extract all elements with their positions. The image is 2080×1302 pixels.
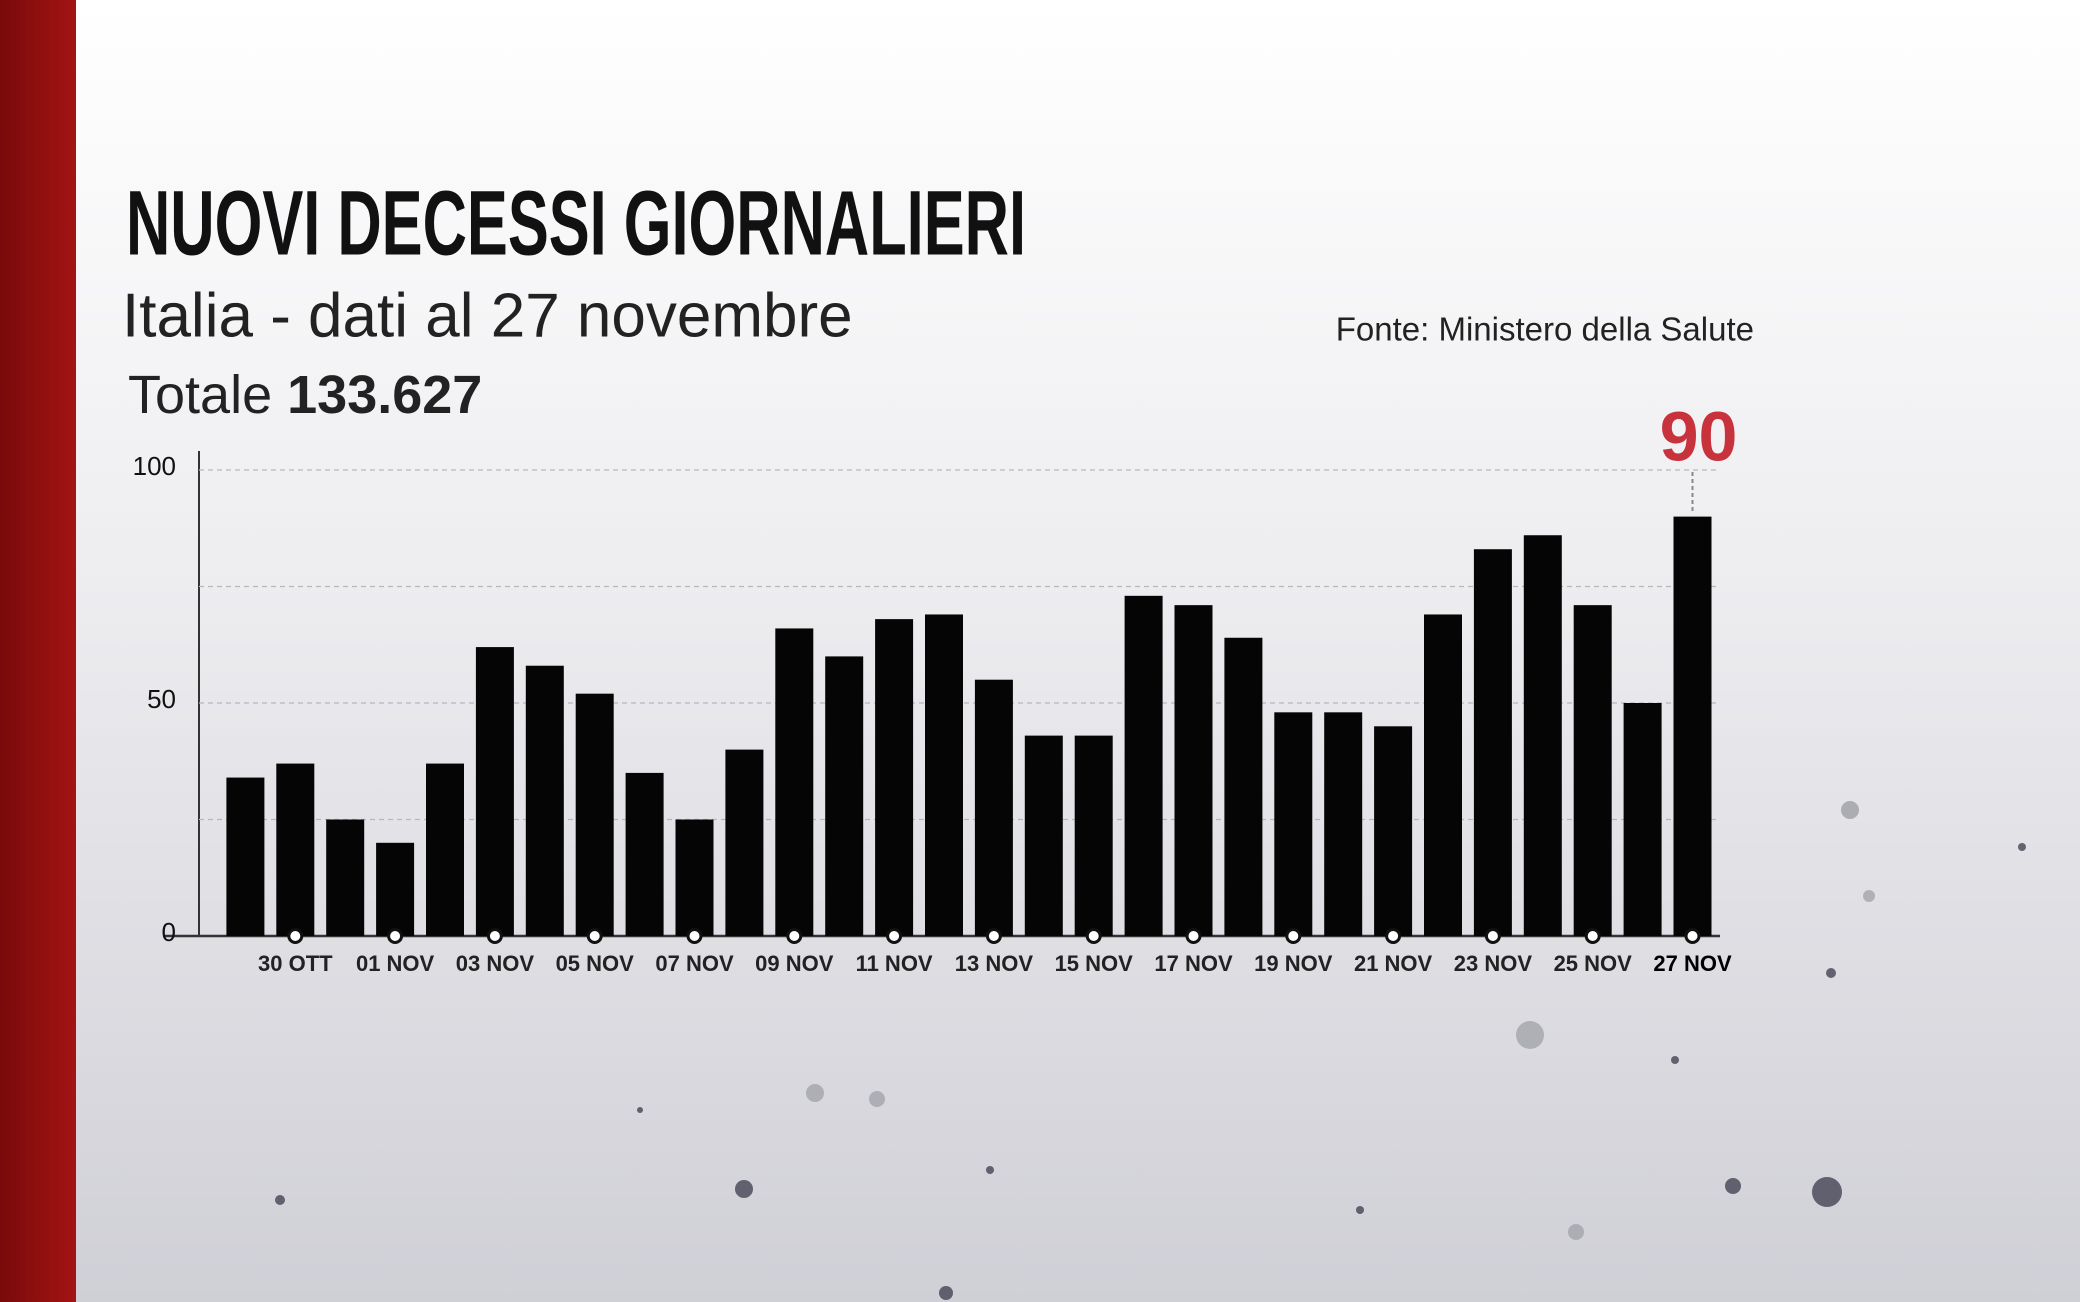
x-tick-label: 15 NOV <box>1055 951 1134 976</box>
x-tick-label: 30 OTT <box>258 951 333 976</box>
x-tick-label: 01 NOV <box>356 951 435 976</box>
side-stripe <box>0 0 76 1302</box>
bar <box>226 777 265 936</box>
tick-dot <box>1385 928 1402 944</box>
tick-dot <box>886 928 903 944</box>
x-tick-label: 11 NOV <box>856 951 933 976</box>
x-tick-label: 03 NOV <box>456 951 535 976</box>
bar <box>1174 605 1213 936</box>
total-value: 133.627 <box>287 365 482 425</box>
tick-dot <box>1085 928 1102 944</box>
tick-dot <box>387 928 404 944</box>
total-label: Totale <box>128 365 272 425</box>
chart-title: NUOVI DECESSI GIORNALIERI <box>126 172 1026 274</box>
bar <box>426 763 464 936</box>
bar <box>575 693 614 936</box>
bar <box>1523 535 1562 936</box>
x-tick-label: 23 NOV <box>1454 951 1533 976</box>
tick-dot <box>287 928 304 944</box>
bar <box>1374 726 1413 936</box>
bar <box>475 647 514 936</box>
tick-dot <box>1484 928 1501 944</box>
bar <box>1424 614 1462 936</box>
source: Fonte: Ministero della Salute <box>1336 311 1754 348</box>
bar <box>775 628 814 936</box>
y-tick-label: 0 <box>162 917 176 947</box>
tick-dot <box>1185 928 1202 944</box>
x-tick-label: 07 NOV <box>655 951 734 976</box>
bar <box>1324 712 1363 936</box>
bar <box>825 656 864 936</box>
bar <box>625 772 664 936</box>
bar <box>376 842 415 936</box>
bar <box>1573 605 1612 936</box>
bar <box>1074 735 1113 936</box>
bar <box>1673 516 1712 936</box>
x-tick-label: 19 NOV <box>1254 951 1333 976</box>
bar <box>974 679 1013 936</box>
y-tick-label: 50 <box>147 684 176 714</box>
x-tick-label: 27 NOV <box>1653 951 1732 976</box>
x-tick-label: 09 NOV <box>755 951 834 976</box>
x-tick-label: 25 NOV <box>1554 951 1633 976</box>
tick-dot <box>686 928 703 944</box>
tick-dot <box>486 928 503 944</box>
chart-subtitle: Italia - dati al 27 novembre <box>122 281 853 350</box>
x-tick-label: 13 NOV <box>955 951 1034 976</box>
bar <box>675 819 714 936</box>
total: Totale 133.627 <box>128 365 482 425</box>
tick-dot <box>586 928 603 944</box>
y-tick-label: 100 <box>133 451 176 481</box>
tick-dot <box>1584 928 1601 944</box>
x-tick-label: 21 NOV <box>1354 951 1433 976</box>
x-tick-label: 17 NOV <box>1154 951 1233 976</box>
bar <box>1623 703 1662 936</box>
bar <box>925 614 963 936</box>
x-tick-label: 05 NOV <box>556 951 635 976</box>
bar <box>276 763 315 936</box>
speckles <box>275 801 2026 1300</box>
value-label: 90 <box>1660 397 1738 475</box>
bar <box>1124 595 1163 936</box>
bar <box>525 665 564 936</box>
bar <box>1274 712 1313 936</box>
bar <box>1224 637 1263 936</box>
bar <box>326 819 365 936</box>
tick-dot <box>1285 928 1302 944</box>
bar <box>1024 735 1063 936</box>
bar <box>725 749 764 936</box>
tick-dot <box>1684 928 1701 944</box>
bar <box>875 619 914 936</box>
tick-dot <box>786 928 803 944</box>
bar <box>1473 549 1512 936</box>
tick-dot <box>985 928 1002 944</box>
